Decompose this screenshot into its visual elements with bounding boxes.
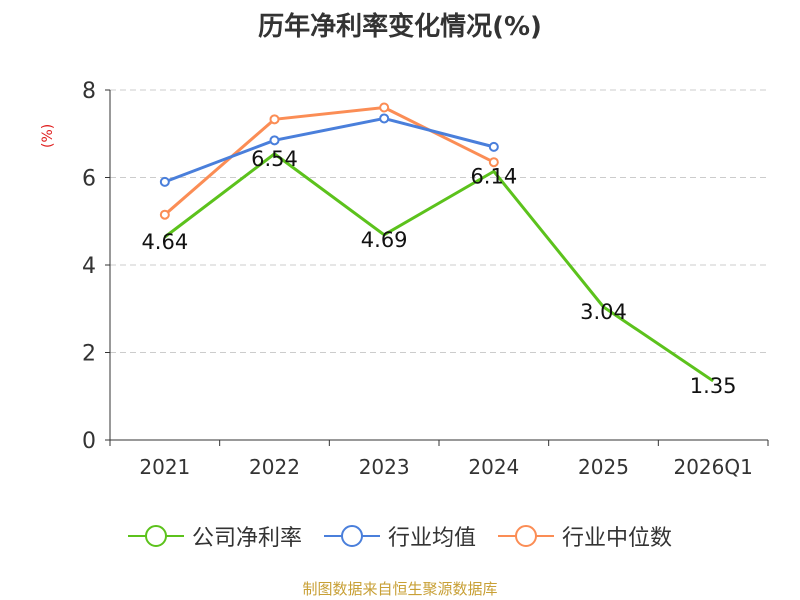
legend-item-company[interactable]: 公司净利率 <box>127 520 302 552</box>
series-point-1 <box>269 135 280 146</box>
legend-label-company: 公司净利率 <box>191 526 302 551</box>
series-point-1 <box>159 176 170 187</box>
chart-title: 历年净利率变化情况(%) <box>258 12 542 42</box>
legend-swatch-company <box>127 525 184 547</box>
series-line-1 <box>164 116 495 184</box>
legend-item-industry-median[interactable]: 行业中位数 <box>498 520 672 552</box>
y-tick-label: 2 <box>82 342 96 367</box>
series-point-1 <box>488 141 499 152</box>
series-lines <box>159 102 715 383</box>
legend-label-industry-median: 行业中位数 <box>562 526 673 551</box>
data-label: 1.35 <box>690 374 737 398</box>
series-line-0 <box>163 152 715 383</box>
legend-swatch-industry-avg <box>323 525 380 547</box>
legend-item-industry-avg[interactable]: 行业均值 <box>323 520 476 552</box>
data-label: 6.54 <box>251 147 298 171</box>
series-point-2 <box>379 102 390 113</box>
axes: 0 2 4 6 8 2021 2022 2023 2024 2025 2026Q1 <box>82 79 769 479</box>
x-tick-label: 2026Q1 <box>673 455 752 479</box>
x-tick-label: 2025 <box>578 455 629 479</box>
series-point-2 <box>488 157 499 168</box>
legend-swatch-industry-median <box>498 525 554 547</box>
source-note: 制图数据来自恒生聚源数据库 <box>302 580 498 598</box>
series-point-2 <box>159 209 170 220</box>
legend-label-industry-avg: 行业均值 <box>387 526 476 551</box>
y-tick-label: 4 <box>82 254 96 279</box>
y-tick-label: 6 <box>82 167 96 192</box>
y-tick-label: 0 <box>82 429 96 454</box>
series-line-2 <box>163 106 495 216</box>
data-label: 4.64 <box>141 230 188 254</box>
legend: 公司净利率 行业均值 行业中位数 <box>0 520 800 552</box>
x-tick-label: 2022 <box>249 455 300 479</box>
series-point-2 <box>269 114 280 125</box>
x-tick-label: 2024 <box>468 455 519 479</box>
series-point-1 <box>379 113 390 124</box>
data-label: 6.14 <box>470 164 517 188</box>
data-label: 3.04 <box>580 300 627 324</box>
y-tick-label: 8 <box>82 79 96 104</box>
x-tick-label: 2021 <box>139 455 190 479</box>
x-tick-label: 2023 <box>359 455 410 479</box>
data-label: 4.69 <box>361 228 408 252</box>
data-labels: 4.64 6.54 4.69 6.14 3.04 1.35 <box>141 147 736 398</box>
grid-lines <box>110 89 768 353</box>
